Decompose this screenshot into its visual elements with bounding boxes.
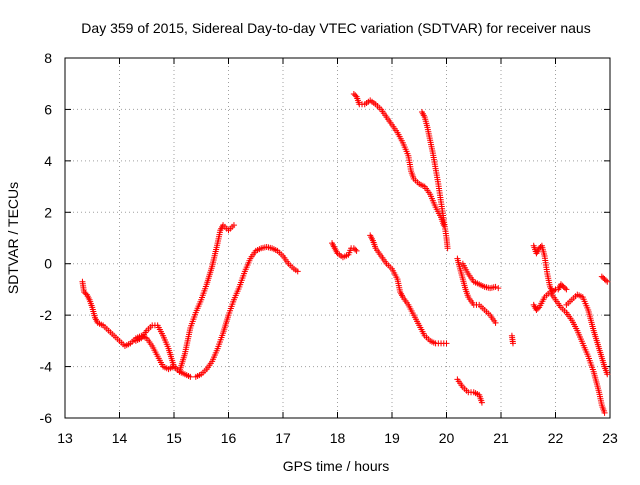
y-tick-label: 2 [44,204,52,220]
data-point [230,222,237,229]
data-point [443,340,450,347]
y-tick-label: 4 [44,153,52,169]
axis-tick-labels: 13 14 15 16 17 18 19 20 21 22 23 -6 -4 -2 0 2 4 6 8 [40,50,618,446]
data-point [350,245,357,252]
y-tick-label: -6 [40,410,53,426]
data-point [81,289,88,295]
series-segment-11 [508,332,516,347]
y-tick-label: -2 [40,307,53,323]
series-segment-10 [454,376,485,406]
series-segment-14 [563,291,611,378]
series-segment-2 [132,222,237,375]
y-axis-label: SDTVAR / TECUs [5,182,21,294]
data-point [601,409,608,416]
data-point [492,283,499,290]
data-point [598,273,605,280]
x-tick-label: 22 [548,430,564,446]
data-points [79,91,611,416]
data-point [492,319,499,326]
x-tick-label: 20 [439,430,455,446]
x-tick-label: 13 [57,430,73,446]
x-tick-label: 18 [330,430,346,446]
data-point [559,282,566,289]
data-point [562,285,569,292]
data-point [560,283,567,290]
data-point [533,307,540,313]
grid [65,58,610,418]
data-point [600,274,607,281]
data-point [352,246,359,253]
data-point [602,277,609,284]
data-point [509,340,516,347]
series-segment-6 [418,109,451,252]
chart-title: Day 359 of 2015, Sidereal Day-to-day VTE… [81,20,590,36]
x-tick-label: 16 [221,430,237,446]
data-point [534,305,541,312]
y-tick-label: 0 [44,256,52,272]
x-tick-label: 17 [275,430,291,446]
x-tick-label: 23 [602,430,618,446]
data-point [563,286,570,293]
y-tick-label: 6 [44,101,52,117]
x-tick-label: 21 [493,430,509,446]
x-tick-label: 15 [166,430,182,446]
data-point [444,245,451,252]
data-point [352,92,359,99]
data-point [557,281,564,288]
y-tick-label: -4 [40,359,53,375]
series-segment-7 [367,232,450,347]
x-axis-label: GPS time / hours [283,458,390,474]
series-segment-15 [598,273,611,285]
data-point [604,371,611,378]
data-point [604,278,611,285]
data-point [601,276,608,283]
data-point [353,247,360,254]
series-segment-12 [530,242,570,295]
series-segment-8 [454,255,499,326]
y-tick-label: 8 [44,50,52,66]
series-segment-3 [192,244,301,380]
data-point [294,268,301,275]
data-point [350,91,357,97]
series-segment-9 [459,260,502,292]
data-point [187,373,194,380]
data-point [495,285,502,292]
x-tick-label: 19 [384,430,400,446]
data-point [551,287,558,294]
series-segment-4 [329,240,360,261]
data-point [536,245,543,252]
x-tick-label: 14 [112,430,128,446]
data-point [478,399,485,406]
series-segment-13 [530,289,608,416]
